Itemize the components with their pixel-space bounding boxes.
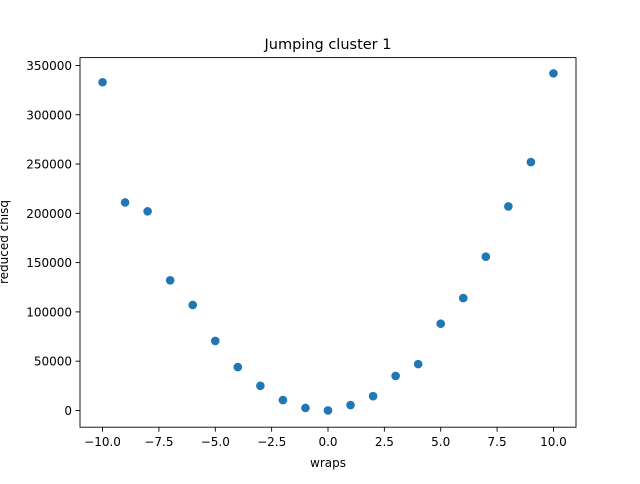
y-axis-label: reduced chisq bbox=[0, 200, 11, 284]
y-tick-label: 200000 bbox=[26, 207, 72, 221]
data-point bbox=[278, 395, 288, 405]
x-tick-label: 10.0 bbox=[540, 435, 567, 449]
data-point bbox=[549, 69, 558, 78]
data-point bbox=[368, 391, 378, 401]
chart-title: Jumping cluster 1 bbox=[264, 37, 392, 53]
x-tick-label: 2.5 bbox=[375, 435, 394, 449]
y-tick-label: 50000 bbox=[34, 355, 72, 369]
data-point bbox=[188, 300, 198, 310]
data-point bbox=[413, 359, 423, 369]
y-tick-label: 100000 bbox=[26, 305, 72, 319]
y-tick-label: 300000 bbox=[26, 108, 72, 122]
data-point bbox=[98, 77, 107, 87]
x-tick-label: 0.0 bbox=[318, 435, 337, 449]
x-tick-label: −2.5 bbox=[257, 435, 286, 449]
y-tick-label: 250000 bbox=[26, 158, 72, 172]
plot-area-frame bbox=[79, 57, 577, 428]
data-point bbox=[210, 336, 220, 346]
x-axis-ticks: −10.0 −7.5 −5.0 −2.5 0.0 2.5 5.0 7.5 10.0 bbox=[84, 427, 567, 449]
x-tick-label: −10.0 bbox=[84, 435, 121, 449]
y-axis-ticks: 0 50000 100000 150000 200000 250000 300000 3500… bbox=[26, 59, 80, 418]
x-tick-label: 7.5 bbox=[488, 435, 507, 449]
data-points bbox=[98, 69, 558, 415]
y-tick-label: 350000 bbox=[26, 59, 72, 73]
data-point bbox=[233, 362, 243, 372]
data-point bbox=[301, 403, 310, 413]
data-point bbox=[165, 276, 175, 285]
data-point bbox=[526, 157, 536, 167]
data-point bbox=[323, 406, 333, 415]
data-point bbox=[256, 381, 265, 391]
y-tick-label: 0 bbox=[64, 404, 72, 418]
data-point bbox=[504, 202, 513, 211]
y-tick-label: 150000 bbox=[26, 256, 72, 270]
data-point bbox=[120, 198, 130, 207]
x-axis-label: wraps bbox=[310, 456, 346, 470]
data-point bbox=[481, 252, 491, 261]
x-tick-label: −7.5 bbox=[144, 435, 173, 449]
x-tick-label: 5.0 bbox=[431, 435, 450, 449]
data-point bbox=[143, 207, 152, 216]
data-point bbox=[436, 319, 446, 329]
data-point bbox=[391, 371, 400, 381]
data-point bbox=[458, 293, 468, 303]
data-point bbox=[346, 400, 355, 410]
x-tick-label: −5.0 bbox=[201, 435, 230, 449]
